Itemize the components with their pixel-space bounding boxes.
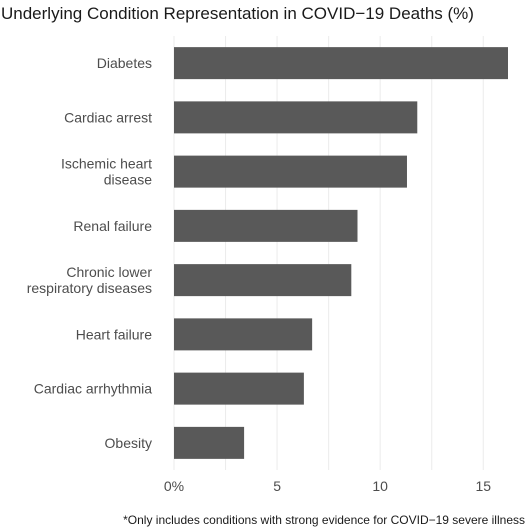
bar-cardiac-arrest (174, 101, 418, 134)
bar-obesity (174, 426, 245, 459)
grid-layer (173, 36, 484, 470)
bar-renal-failure (174, 209, 358, 242)
category-label: Renal failure (73, 218, 152, 234)
category-label: Cardiac arrhythmia (34, 381, 152, 397)
category-label: Cardiac arrest (64, 109, 152, 125)
bar-chronic-lower-respiratory-diseases (174, 264, 352, 297)
x-tick-label: 0% (164, 478, 184, 494)
category-label: Chronic lower respiratory diseases (27, 264, 153, 296)
chart-title: Underlying Condition Representation in C… (1, 4, 474, 23)
x-tick-label: 10 (372, 478, 388, 494)
x-axis-ticks: 0% 5 10 15 (164, 478, 491, 494)
bar-diabetes (174, 47, 508, 80)
category-label: Heart failure (76, 326, 152, 342)
x-tick-label: 5 (273, 478, 281, 494)
bar-layer (174, 47, 508, 459)
x-tick-label: 15 (475, 478, 491, 494)
category-label: Obesity (105, 435, 152, 451)
category-label: Diabetes (97, 55, 152, 71)
bar-heart-failure (174, 318, 313, 351)
category-labels: Diabetes Cardiac arrest Ischemic heart dise… (27, 55, 153, 451)
chart-caption: *Only includes conditions with strong ev… (123, 513, 525, 527)
bar-ischemic-heart-disease (174, 155, 407, 188)
bar-cardiac-arrhythmia (174, 372, 304, 405)
category-label: Ischemic heart disease (61, 156, 152, 188)
